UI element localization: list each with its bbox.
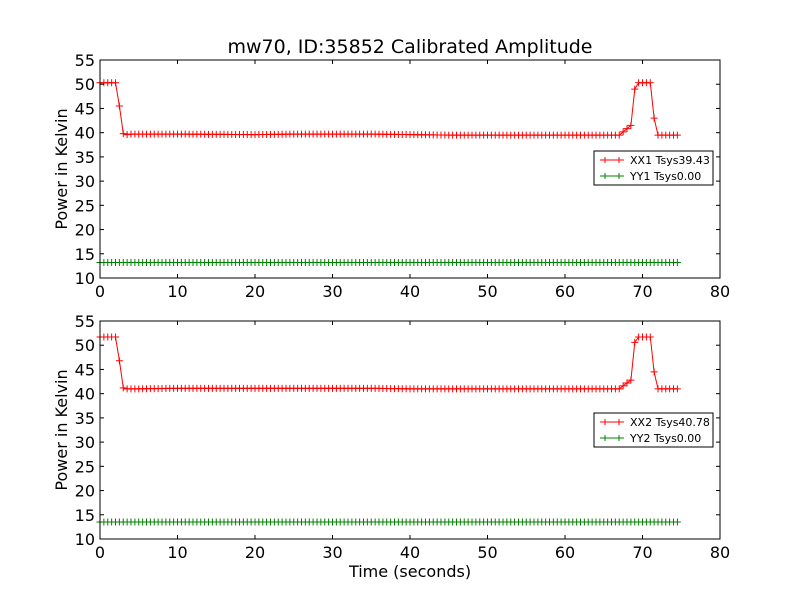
x-tick-label: 50 — [477, 282, 497, 301]
y-tick-label: 15 — [75, 506, 95, 525]
y-tick-label: 10 — [75, 269, 95, 288]
y-tick-label: 10 — [75, 530, 95, 549]
y-tick-label: 45 — [75, 99, 95, 118]
x-tick-label: 80 — [710, 282, 730, 301]
y-axis-label: Power in Kelvin — [52, 108, 71, 229]
y-tick-label: 20 — [75, 221, 95, 240]
legend-swatch-marker — [602, 435, 622, 441]
x-tick-label: 50 — [477, 543, 497, 562]
x-tick-label: 60 — [555, 282, 575, 301]
x-tick-label: 60 — [555, 543, 575, 562]
chart-panel-2: 0 10 20 30 40 50 60 70 8010152025303540455055Pow… — [52, 312, 730, 581]
data-point-marker — [615, 131, 623, 139]
legend-swatch-marker — [602, 419, 622, 425]
data-point-marker — [112, 79, 119, 87]
figure-title: mw70, ID:35852 Calibrated Amplitude — [227, 36, 592, 58]
data-point-marker — [673, 385, 681, 393]
legend-swatch-marker — [602, 157, 622, 163]
data-point-marker — [119, 130, 127, 138]
y-tick-label: 30 — [75, 433, 95, 452]
y-tick-label: 25 — [75, 196, 95, 215]
x-tick-label: 30 — [322, 282, 342, 301]
x-tick-label: 70 — [632, 543, 652, 562]
series-yy1 — [96, 258, 681, 266]
legend-box — [593, 412, 714, 448]
legend-label: XX1 Tsys39.43 — [630, 154, 710, 167]
x-tick-label: 30 — [322, 543, 342, 562]
x-tick-label: 40 — [400, 543, 420, 562]
data-point-marker — [619, 382, 627, 390]
legend-label: YY2 Tsys0.00 — [629, 432, 701, 445]
legend-label: XX2 Tsys40.78 — [630, 416, 710, 429]
series-xx1 — [96, 79, 681, 139]
data-point-marker — [619, 128, 627, 136]
data-point-marker — [650, 114, 658, 122]
data-point-marker — [631, 85, 639, 93]
data-point-marker — [615, 385, 623, 393]
legend-swatch-marker — [602, 173, 622, 179]
legend: XX1 Tsys39.43 YY1 Tsys0.00 — [593, 150, 714, 186]
series-xx2 — [96, 333, 681, 393]
y-tick-label: 50 — [75, 75, 95, 94]
x-tick-label: 0 — [95, 282, 105, 301]
x-tick-label: 80 — [710, 543, 730, 562]
y-tick-label: 30 — [75, 172, 95, 191]
legend-box — [593, 150, 714, 186]
chart-panel-1: 0 10 20 30 40 50 60 70 8010152025303540455055Pow… — [52, 51, 730, 301]
y-tick-label: 35 — [75, 409, 95, 428]
data-point-marker — [623, 379, 631, 387]
y-tick-label: 20 — [75, 482, 95, 501]
legend-label: YY1 Tsys0.00 — [629, 170, 701, 183]
data-point-marker — [646, 333, 654, 341]
data-point-marker — [627, 121, 635, 129]
data-point-marker — [650, 368, 658, 376]
data-point-marker — [673, 258, 681, 266]
data-point-marker — [115, 357, 123, 365]
y-tick-label: 15 — [75, 245, 95, 264]
x-tick-label: 0 — [95, 543, 105, 562]
data-point-marker — [119, 384, 127, 392]
series-yy2 — [96, 518, 681, 526]
y-tick-label: 25 — [75, 457, 95, 476]
data-point-marker — [627, 376, 635, 384]
y-tick-label: 40 — [75, 385, 95, 404]
y-tick-label: 50 — [75, 336, 95, 355]
x-tick-label: 10 — [167, 543, 187, 562]
legend: XX2 Tsys40.78 YY2 Tsys0.00 — [593, 412, 714, 448]
data-point-marker — [112, 333, 119, 341]
y-tick-label: 40 — [75, 124, 95, 143]
y-tick-label: 45 — [75, 360, 95, 379]
x-axis-label: Time (seconds) — [348, 562, 471, 581]
y-tick-label: 35 — [75, 148, 95, 167]
data-point-marker — [646, 79, 654, 87]
x-tick-label: 10 — [167, 282, 187, 301]
data-point-marker — [631, 338, 639, 346]
y-tick-label: 55 — [75, 312, 95, 331]
y-tick-label: 55 — [75, 51, 95, 70]
data-point-marker — [623, 125, 631, 133]
y-axis-label: Power in Kelvin — [52, 369, 71, 490]
x-tick-label: 40 — [400, 282, 420, 301]
data-point-marker — [673, 518, 681, 526]
x-tick-label: 20 — [245, 543, 265, 562]
data-point-marker — [115, 102, 123, 110]
data-point-marker — [673, 131, 681, 139]
x-tick-label: 70 — [632, 282, 652, 301]
x-tick-label: 20 — [245, 282, 265, 301]
